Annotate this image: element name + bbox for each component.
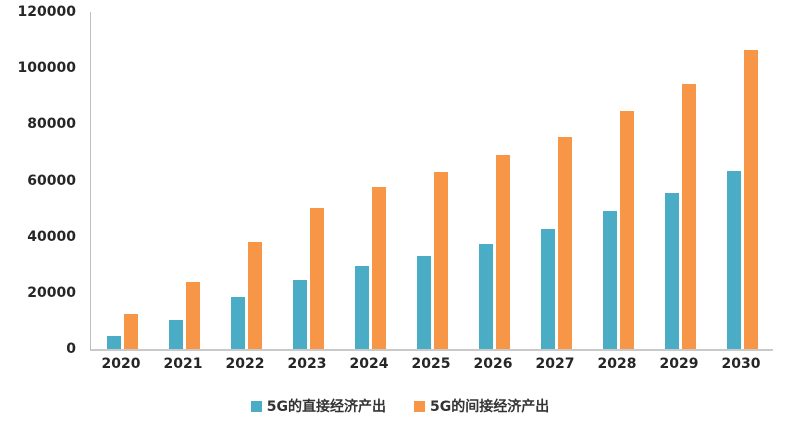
- x-axis-label-2021: 2021: [163, 356, 203, 372]
- x-axis-label-2030: 2030: [721, 356, 761, 372]
- bar-group-2023: [277, 12, 339, 349]
- legend: 5G的直接经济产出 5G的间接经济产出: [0, 396, 800, 416]
- bar-indirect-2024: [371, 187, 386, 349]
- y-axis-tick-label: 0: [66, 341, 76, 357]
- bar-direct-2026: [478, 244, 493, 349]
- y-axis-tick-label: 20000: [27, 284, 76, 301]
- bar-group-2026: [463, 12, 525, 349]
- y-axis-tick-label: 60000: [27, 172, 76, 189]
- bar-indirect-2021: [185, 282, 200, 349]
- y-axis-tick-label: 100000: [17, 60, 76, 77]
- x-axis-label-2025: 2025: [411, 356, 451, 372]
- bar-indirect-2029: [681, 84, 696, 349]
- bar-indirect-2028: [619, 111, 634, 349]
- x-axis-label-2026: 2026: [473, 356, 513, 372]
- y-axis-tick-label: 40000: [27, 228, 76, 245]
- legend-swatch-direct: [250, 400, 262, 412]
- bar-direct-2021: [168, 320, 183, 349]
- legend-item-indirect: 5G的间接经济产出: [414, 396, 549, 416]
- bar-group-2021: [153, 12, 215, 349]
- bar-direct-2024: [354, 266, 369, 349]
- bar-group-2020: [91, 12, 153, 349]
- legend-item-direct: 5G的直接经济产出: [250, 396, 386, 416]
- legend-label-direct: 5G的直接经济产出: [266, 399, 386, 415]
- bar-indirect-2030: [743, 50, 758, 349]
- plot-area: [90, 12, 773, 351]
- bar-indirect-2020: [123, 314, 138, 349]
- bar-indirect-2027: [557, 137, 572, 349]
- bar-group-2022: [215, 12, 277, 349]
- y-axis-tick-label: 120000: [17, 4, 76, 20]
- x-axis-label-2029: 2029: [659, 356, 699, 372]
- x-axis: 2020 2021 2022 2023 2024 2025 2026 2027 2028 2029…: [90, 356, 772, 372]
- legend-swatch-indirect: [414, 400, 425, 412]
- bar-direct-2028: [602, 211, 617, 349]
- x-axis-label-2023: 2023: [287, 356, 327, 372]
- x-axis-label-2028: 2028: [597, 356, 637, 372]
- x-axis-label-2024: 2024: [349, 356, 389, 372]
- bar-group-2029: [649, 12, 711, 349]
- bar-indirect-2025: [433, 172, 448, 349]
- bar-direct-2025: [416, 256, 431, 349]
- bar-group-2025: [401, 12, 463, 349]
- bar-direct-2023: [292, 280, 307, 349]
- bars-row: [91, 12, 773, 349]
- bar-direct-2022: [230, 297, 245, 349]
- bar-direct-2029: [664, 193, 679, 349]
- bar-group-2027: [525, 12, 587, 349]
- bar-group-2028: [587, 12, 649, 349]
- x-axis-label-2020: 2020: [101, 356, 141, 372]
- bar-indirect-2026: [495, 155, 510, 349]
- bar-group-2024: [339, 12, 401, 349]
- bar-indirect-2022: [247, 242, 262, 349]
- bar-indirect-2023: [309, 208, 324, 349]
- legend-label-indirect: 5G的间接经济产出: [430, 399, 550, 415]
- bar-direct-2030: [726, 171, 741, 349]
- bar-direct-2027: [540, 229, 555, 349]
- y-axis-tick-label: 80000: [27, 116, 76, 133]
- bar-group-2030: [711, 12, 773, 349]
- bar-direct-2020: [106, 336, 121, 349]
- x-axis-label-2027: 2027: [535, 356, 575, 372]
- x-axis-label-2022: 2022: [225, 356, 265, 372]
